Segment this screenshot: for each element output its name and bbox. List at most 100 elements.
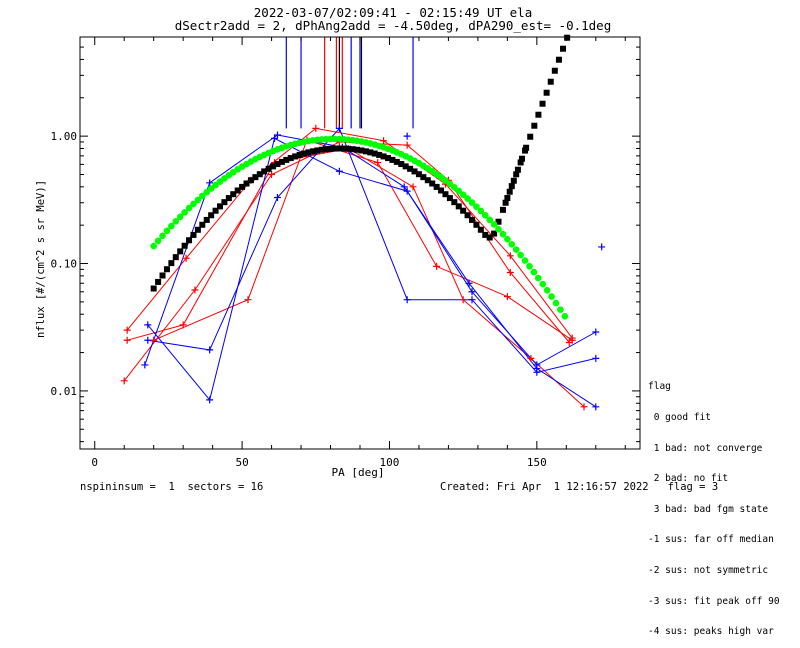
black-fit-point (519, 155, 526, 162)
red-data-point (123, 326, 131, 334)
green-fit-point (486, 216, 493, 224)
black-fit-point (398, 161, 405, 168)
green-fit-point (543, 286, 551, 294)
black-fit-point (469, 216, 475, 223)
green-fit-point (455, 187, 463, 195)
green-fit-point (203, 188, 211, 196)
black-fit-point (504, 195, 511, 202)
black-fit-point (380, 153, 387, 160)
black-fit-point (523, 144, 530, 151)
black-fit-point (424, 177, 431, 184)
black-fit-point (385, 155, 391, 162)
black-fit-point (150, 285, 157, 292)
legend-item: -1 sus: far off median (648, 534, 774, 546)
black-fit-point (560, 45, 567, 52)
black-fit-point (305, 149, 312, 156)
legend-item: -4 sus: peaks high var (648, 626, 774, 638)
blue-data-point (141, 361, 149, 369)
red-data-point (459, 296, 467, 304)
black-fit-point (508, 183, 515, 190)
black-fit-point (411, 168, 418, 175)
red-data-point (527, 354, 535, 362)
black-fit-point (362, 148, 369, 155)
blue-data-point (468, 296, 476, 304)
x-tick-label: 100 (380, 456, 400, 469)
green-fit-point (181, 209, 188, 216)
red-data-point (380, 137, 388, 145)
blue-data-point (592, 328, 600, 336)
green-fit-point (172, 218, 180, 225)
black-fit-point (287, 155, 294, 162)
red-data-point (568, 336, 576, 344)
black-fit-point (278, 158, 285, 165)
red-data-point (374, 159, 382, 167)
black-fit-point (323, 146, 330, 153)
black-fit-point (513, 171, 520, 178)
black-fit-point (486, 234, 493, 241)
footer-left: nspininsum = 1 sectors = 16 (80, 481, 264, 493)
black-fit-point (186, 237, 193, 244)
black-fit-point (194, 226, 201, 233)
blue-data-point (273, 131, 281, 139)
green-fit-point (451, 184, 458, 191)
green-fit-point (446, 180, 454, 188)
green-fit-point (521, 257, 529, 264)
black-fit-point (221, 199, 228, 206)
black-fit-point (358, 147, 365, 154)
y-tick-label: 0.01 (51, 385, 78, 398)
black-fit-point (261, 168, 268, 175)
green-fit-point (504, 235, 511, 243)
green-fit-point (490, 221, 498, 228)
black-fit-point (510, 177, 517, 184)
green-fit-point (552, 299, 560, 307)
black-fit-point (407, 165, 414, 172)
blue-data-point (144, 336, 152, 344)
blue-isolated-point (403, 132, 411, 140)
black-fit-point (539, 100, 546, 107)
blue-data-point (592, 354, 600, 362)
black-fit-point (491, 230, 498, 237)
black-fit-point (555, 56, 562, 63)
black-fit-point (531, 122, 538, 129)
red-data-point (503, 293, 511, 301)
y-axis-label: nflux [#/(cm^2 s sr MeV)] (35, 180, 47, 338)
black-fit-point (203, 216, 210, 223)
green-fit-point (539, 280, 547, 288)
legend-item: 1 bad: not converge (648, 442, 763, 454)
black-fit-point (177, 248, 184, 255)
blue-data-point (335, 167, 343, 175)
black-fit-point (446, 195, 453, 202)
black-fit-point (415, 171, 422, 178)
black-fit-point (190, 231, 197, 238)
blue-data-point (592, 403, 600, 411)
green-fit-point (468, 199, 476, 206)
chart-title: 2022-03-07/02:09:41 - 02:15:49 UT ela (254, 5, 532, 20)
black-fit-point (482, 231, 489, 238)
black-fit-point (199, 221, 206, 228)
black-fit-point (181, 242, 188, 249)
green-fit-point (499, 230, 507, 238)
blue-data-point (403, 296, 411, 304)
black-fit-point (270, 163, 277, 170)
red-data-point (120, 377, 128, 385)
black-fit-point (543, 89, 550, 96)
y-tick-label: 0.10 (51, 258, 78, 271)
red-data-point (150, 336, 158, 344)
blue-data-point (144, 321, 152, 329)
green-fit-point (517, 251, 524, 259)
black-fit-point (239, 183, 246, 190)
blue-data-point (465, 279, 473, 287)
red-data-point (123, 336, 131, 344)
black-fit-point (155, 278, 162, 285)
green-fit-point (508, 241, 516, 248)
green-fit-point (561, 313, 569, 320)
black-fit-point (256, 171, 263, 178)
black-fit-point (217, 203, 223, 210)
black-fit-point (349, 146, 356, 153)
x-tick-label: 0 (91, 456, 98, 469)
blue-isolated-point (598, 243, 606, 251)
black-fit-point (230, 191, 237, 198)
black-fit-point (208, 212, 215, 219)
green-fit-point (459, 191, 467, 198)
green-fit-point (526, 262, 533, 270)
